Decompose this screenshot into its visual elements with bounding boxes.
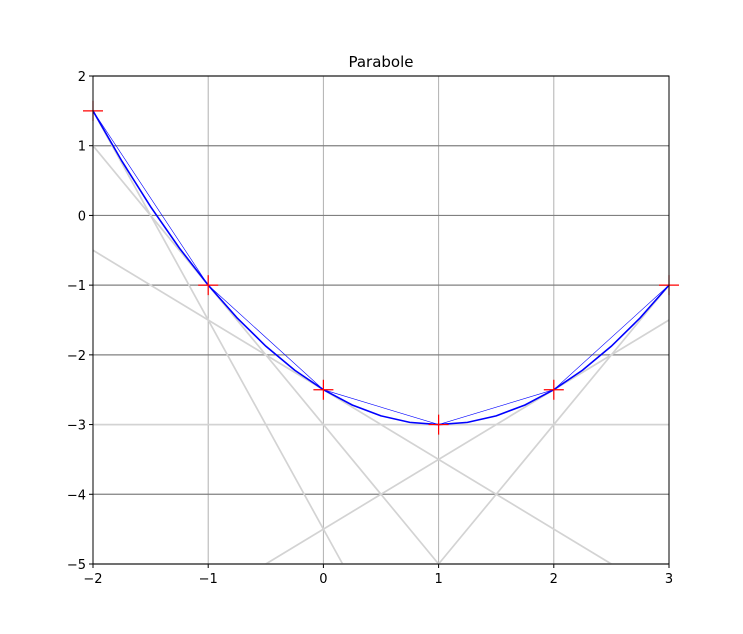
y-tick-label: −4 (67, 488, 86, 503)
x-tick-label: −1 (199, 572, 218, 587)
tangent-line (92, 110, 344, 565)
y-tick-label: 2 (78, 70, 86, 85)
tangent-line (92, 249, 612, 565)
x-tick-label: −2 (83, 572, 102, 587)
chart-title: Parabole (348, 53, 413, 71)
tangent-line (265, 319, 670, 565)
point-polyline (92, 110, 670, 425)
y-tick-label: 1 (78, 140, 86, 155)
parabola (92, 110, 670, 426)
point-marker (198, 275, 219, 296)
point-marker (313, 379, 334, 400)
x-tick-label: 2 (550, 572, 558, 587)
tangent-line (437, 284, 670, 565)
y-tick-label: 0 (78, 209, 86, 224)
y-tick-label: −3 (67, 419, 86, 434)
y-tick-label: −1 (67, 279, 86, 294)
axes-frame (92, 75, 670, 565)
x-tick-label: 0 (319, 572, 327, 587)
x-tick-label: 1 (434, 572, 442, 587)
y-tick-label: −5 (67, 558, 86, 573)
point-marker (543, 379, 564, 400)
point-marker (428, 414, 449, 435)
y-tick-label: −2 (67, 349, 86, 364)
x-tick-label: 3 (665, 572, 673, 587)
